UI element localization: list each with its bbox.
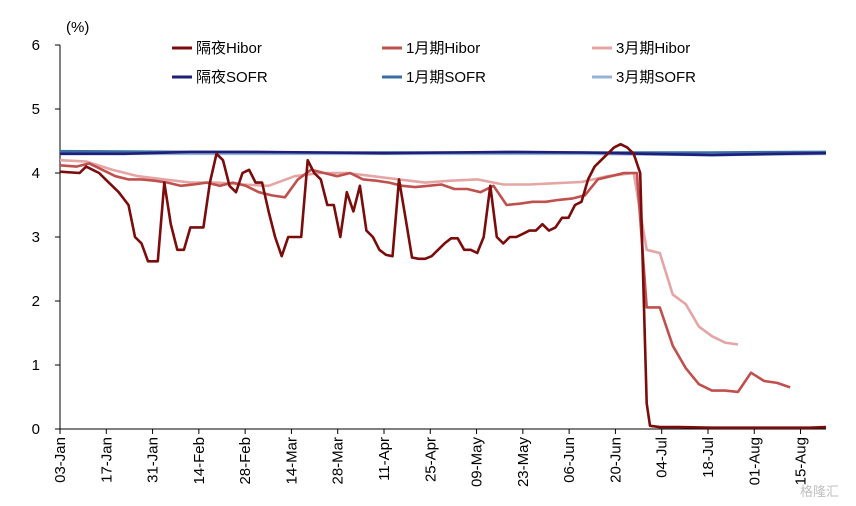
y-unit-label: (%) — [66, 19, 89, 36]
legend-label-1: 1月期Hibor — [406, 40, 480, 57]
legend-label-2: 3月期Hibor — [616, 40, 690, 57]
y-tick-label: 4 — [32, 165, 40, 182]
y-tick-label: 2 — [32, 293, 40, 310]
x-tick-label: 31-Jan — [145, 437, 162, 483]
y-tick-label: 1 — [32, 357, 40, 374]
y-tick-label: 0 — [32, 421, 40, 438]
legend-label-5: 3月期SOFR — [616, 69, 696, 86]
x-tick-label: 28-Mar — [330, 437, 347, 485]
series-line-3 — [60, 150, 827, 157]
series-lines — [59, 142, 827, 429]
x-tick-label: 03-Jan — [52, 437, 69, 483]
x-tick-label: 15-Aug — [793, 437, 810, 485]
series-line-2 — [59, 158, 739, 346]
x-axis: 03-Jan 17-Jan 31-Jan 14-Feb 28-Feb 14-Mar 28-M… — [52, 428, 826, 488]
legend-label-0: 隔夜Hibor — [196, 40, 262, 57]
x-tick-label: 20-Jun — [607, 437, 624, 483]
legend-label-4: 1月期SOFR — [406, 69, 486, 86]
x-tick-label: 11-Apr — [376, 437, 393, 481]
x-tick-label: 14-Mar — [283, 437, 300, 485]
x-tick-label: 23-May — [515, 437, 532, 488]
x-tick-label: 04-Jul — [654, 437, 671, 478]
series-line-1 — [59, 162, 791, 394]
legend: 隔夜Hibor 1月期Hibor 3月期Hibor 隔夜SOFR 1月期SOFR 3月期S… — [172, 40, 696, 86]
x-tick-label: 28-Feb — [237, 437, 254, 485]
y-axis: 0 1 2 3 4 5 6 — [32, 37, 61, 438]
x-tick-label: 01-Aug — [746, 437, 763, 485]
y-tick-label: 3 — [32, 229, 40, 246]
legend-label-3: 隔夜SOFR — [196, 69, 268, 86]
watermark: 格隆汇 — [800, 484, 839, 499]
y-tick-label: 6 — [32, 37, 40, 54]
x-tick-label: 18-Jul — [700, 437, 717, 478]
x-tick-label: 09-May — [469, 437, 486, 488]
series-line-0 — [59, 142, 827, 429]
x-tick-label: 17-Jan — [98, 437, 115, 483]
x-tick-label: 06-Jun — [561, 437, 578, 483]
x-tick-label: 25-Apr — [422, 437, 439, 482]
y-tick-label: 5 — [32, 101, 40, 118]
x-tick-label: 14-Feb — [191, 437, 208, 485]
